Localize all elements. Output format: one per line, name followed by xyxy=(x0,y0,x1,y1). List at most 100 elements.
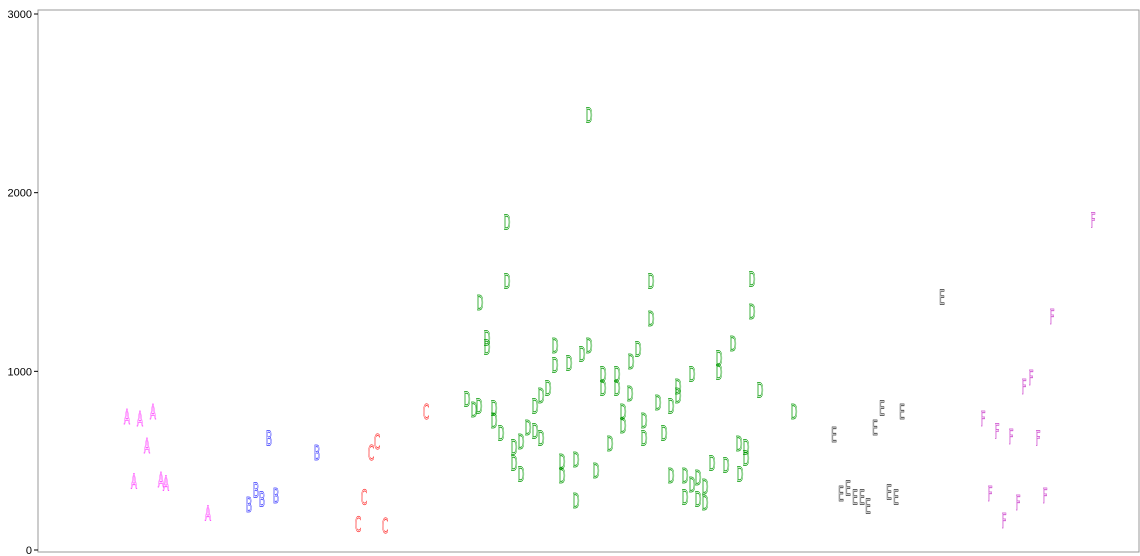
data-point-d: D xyxy=(518,431,525,454)
data-point-d: D xyxy=(559,465,566,488)
data-point-d: D xyxy=(723,454,730,477)
data-point-d: D xyxy=(511,437,518,460)
data-point-f: F xyxy=(1001,510,1006,533)
data-point-d: D xyxy=(484,328,491,351)
data-point-f: F xyxy=(1090,210,1095,233)
data-point-f: F xyxy=(1008,426,1013,449)
data-point-a: A xyxy=(144,435,150,458)
data-point-e: E xyxy=(852,487,858,510)
data-point-a: A xyxy=(137,408,143,431)
data-point-d: D xyxy=(743,447,750,470)
data-point-d: D xyxy=(525,417,532,440)
data-point-d: D xyxy=(511,453,518,476)
data-point-d: D xyxy=(682,465,689,488)
data-point-f: F xyxy=(980,408,985,431)
data-point-d: D xyxy=(607,433,614,456)
data-point-a: A xyxy=(131,470,137,493)
data-point-d: D xyxy=(661,422,668,445)
data-point-d: D xyxy=(620,401,627,424)
data-point-d: D xyxy=(566,353,573,376)
data-point-d: D xyxy=(464,388,471,411)
data-point-c: C xyxy=(423,401,429,424)
data-point-d: D xyxy=(532,395,539,418)
data-point-d: D xyxy=(668,465,675,488)
data-point-d: D xyxy=(614,363,621,386)
data-point-b: B xyxy=(253,479,259,502)
data-point-d: D xyxy=(504,270,511,293)
data-point-e: E xyxy=(831,424,837,447)
data-point-e: E xyxy=(865,496,871,519)
data-point-d: D xyxy=(655,392,662,415)
data-point-d: D xyxy=(675,376,682,399)
data-point-d: D xyxy=(641,428,648,451)
data-point-d: D xyxy=(695,488,702,511)
data-point-c: C xyxy=(374,431,380,454)
data-point-d: D xyxy=(498,422,505,445)
data-point-d: D xyxy=(538,428,545,451)
data-point-f: F xyxy=(1049,306,1054,329)
data-point-e: E xyxy=(838,483,844,506)
data-point-d: D xyxy=(675,385,682,408)
data-point-d: D xyxy=(668,395,675,418)
data-point-d: D xyxy=(471,399,478,422)
y-axis: 0 1000 2000 3000 xyxy=(8,9,38,556)
data-point-d: D xyxy=(504,211,511,234)
data-point-e: E xyxy=(893,487,899,510)
data-point-d: D xyxy=(552,335,559,358)
data-point-d: D xyxy=(743,437,750,460)
data-point-b: B xyxy=(246,494,252,517)
data-point-d: D xyxy=(689,474,696,497)
data-point-d: D xyxy=(757,379,764,402)
data-point-d: D xyxy=(573,449,580,472)
y-tick-label: 2000 xyxy=(8,188,32,200)
data-point-a: A xyxy=(158,469,164,492)
data-point-a: A xyxy=(163,472,169,495)
y-tick-label: 3000 xyxy=(8,9,32,21)
data-point-f: F xyxy=(1035,428,1040,451)
data-point-d: D xyxy=(716,362,723,385)
data-point-d: D xyxy=(586,335,593,358)
data-point-d: D xyxy=(545,378,552,401)
data-point-f: F xyxy=(987,483,992,506)
data-point-e: E xyxy=(899,401,905,424)
data-point-d: D xyxy=(635,338,642,361)
data-point-f: F xyxy=(1028,367,1033,390)
data-point-d: D xyxy=(641,410,648,433)
data-point-d: D xyxy=(600,363,607,386)
data-point-f: F xyxy=(1015,492,1020,515)
data-point-d: D xyxy=(702,476,709,499)
data-point-b: B xyxy=(259,488,265,511)
data-point-a: A xyxy=(150,401,156,424)
data-point-d: D xyxy=(736,433,743,456)
data-point-d: D xyxy=(484,336,491,359)
data-point-d: D xyxy=(709,453,716,476)
data-point-d: D xyxy=(573,490,580,513)
data-point-d: D xyxy=(476,395,483,418)
data-point-d: D xyxy=(491,397,498,420)
data-point-d: D xyxy=(682,487,689,510)
data-point-c: C xyxy=(361,487,367,510)
plot-area xyxy=(37,9,1140,553)
data-point-f: F xyxy=(994,420,999,443)
data-point-e: E xyxy=(872,417,878,440)
data-point-d: D xyxy=(620,415,627,438)
data-point-e: E xyxy=(939,286,945,309)
data-point-d: D xyxy=(477,292,484,315)
data-point-d: D xyxy=(532,420,539,443)
data-point-e: E xyxy=(845,478,851,501)
data-point-d: D xyxy=(749,269,756,292)
data-point-d: D xyxy=(791,401,798,424)
data-point-b: B xyxy=(273,485,279,508)
data-point-e: E xyxy=(879,397,885,420)
data-point-b: B xyxy=(266,428,272,451)
data-point-d: D xyxy=(689,363,696,386)
data-point-d: D xyxy=(614,378,621,401)
data-point-e: E xyxy=(859,487,865,510)
data-point-d: D xyxy=(716,347,723,370)
data-point-d: D xyxy=(552,354,559,377)
data-point-a: A xyxy=(124,406,130,429)
data-point-d: D xyxy=(586,104,593,127)
data-point-e: E xyxy=(886,481,892,504)
data-point-d: D xyxy=(737,463,744,486)
data-point-f: F xyxy=(1042,485,1047,508)
